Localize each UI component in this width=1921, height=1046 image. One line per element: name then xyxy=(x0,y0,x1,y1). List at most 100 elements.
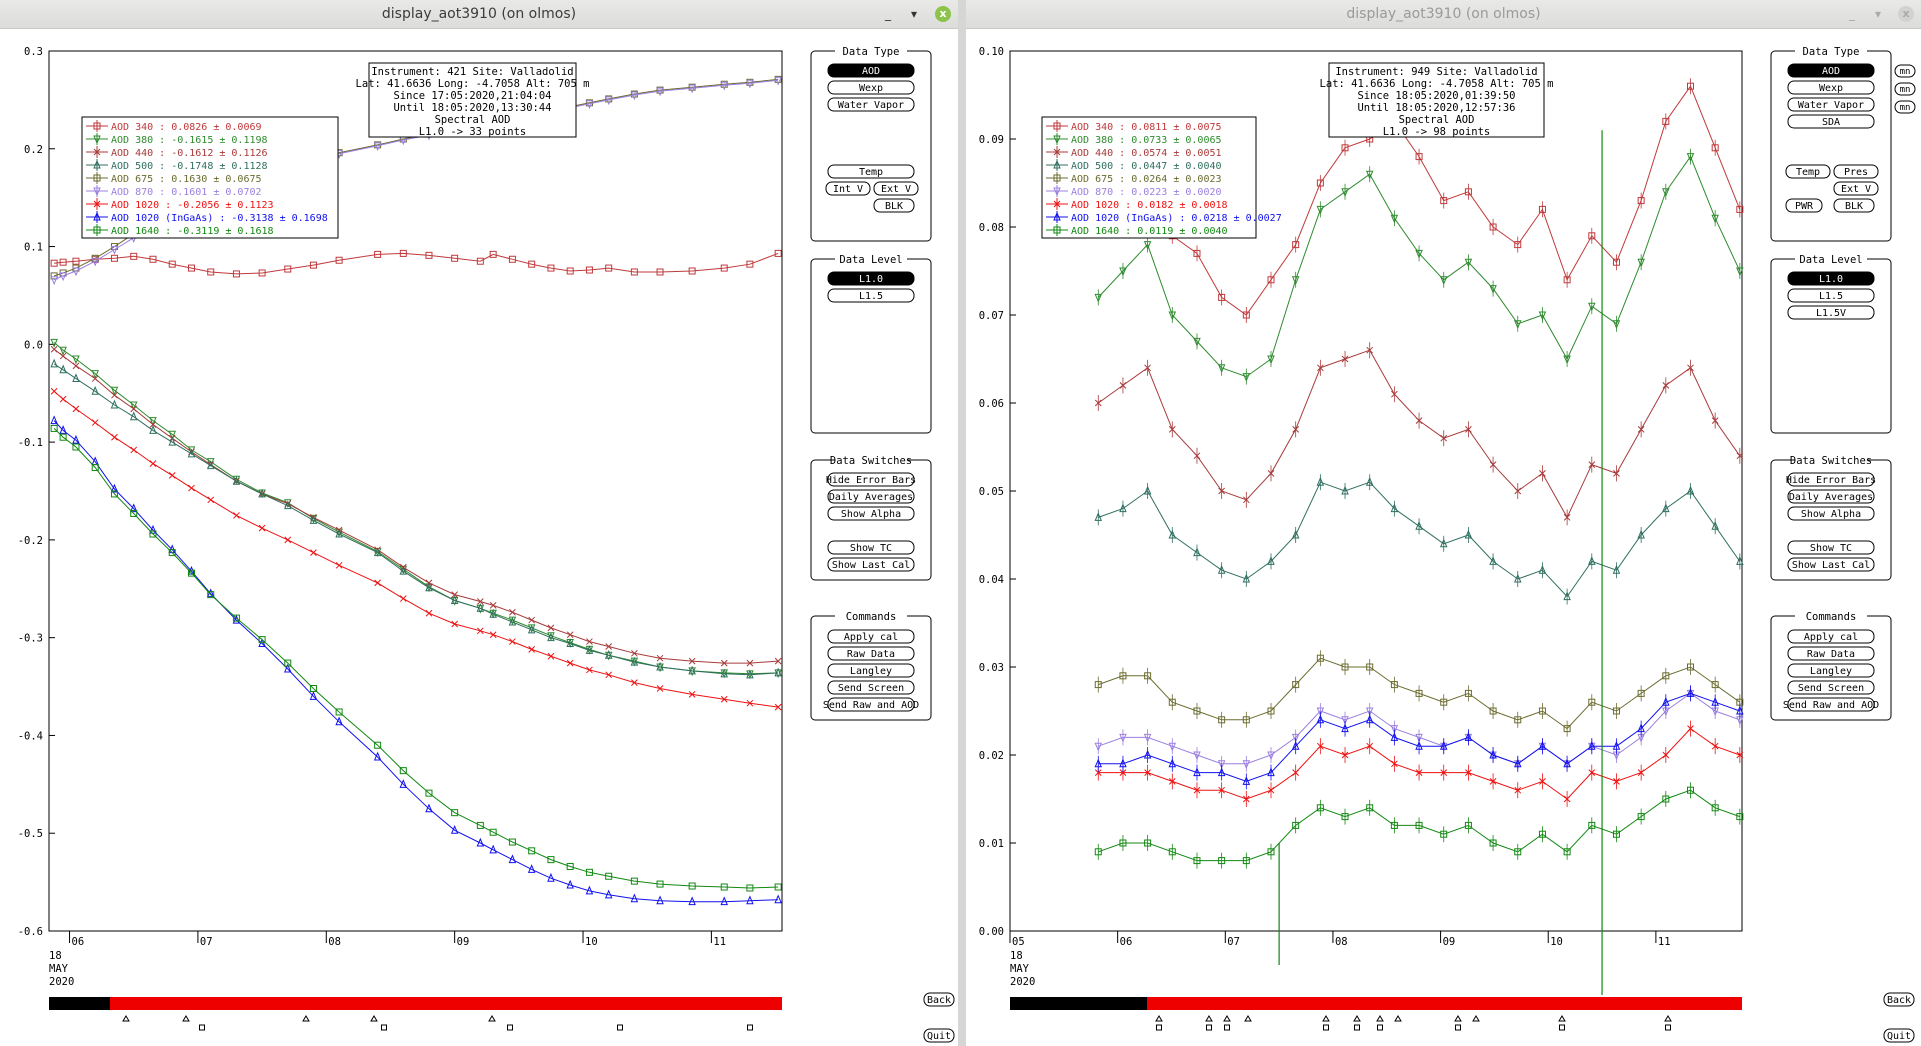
minimize-button[interactable]: _ xyxy=(885,7,891,21)
data-point xyxy=(425,582,433,592)
hide-error-bars-button[interactable] xyxy=(827,472,915,487)
data-point xyxy=(310,549,317,556)
data-point xyxy=(1341,723,1349,733)
back-button[interactable] xyxy=(1883,992,1915,1007)
plot-area: 0.10 0.09 0.08 0.07 0.06 0.05 0.04 0.03 0.02 0.01… xyxy=(979,44,1916,1043)
quit-button[interactable] xyxy=(923,1028,955,1043)
data-point xyxy=(1588,769,1596,776)
data-point xyxy=(605,643,613,650)
data-point xyxy=(1514,320,1522,330)
right-window: display_aot3910 (on olmos) _ ▾ x 0.10 0.0… xyxy=(966,0,1921,1046)
maximize-button[interactable]: ▾ xyxy=(1874,7,1882,21)
data-point xyxy=(1242,311,1250,319)
data-point xyxy=(110,254,118,262)
data-point xyxy=(1538,564,1547,574)
data-point xyxy=(720,81,728,91)
data-point xyxy=(746,79,754,89)
timeline-marker xyxy=(1665,1024,1671,1031)
show-tc-label: Show TC xyxy=(1810,543,1852,554)
quit-button[interactable] xyxy=(1883,1028,1915,1043)
mn-button[interactable] xyxy=(1894,64,1916,78)
show-last-cal-button[interactable] xyxy=(1787,557,1875,572)
data-point xyxy=(566,267,574,275)
send-screen-button[interactable] xyxy=(1787,680,1875,695)
wexp-button[interactable] xyxy=(1787,80,1875,95)
back-button[interactable] xyxy=(923,992,955,1007)
langley-button[interactable] xyxy=(1787,663,1875,678)
show-tc-button[interactable] xyxy=(1787,540,1875,555)
mn-button[interactable] xyxy=(1894,100,1916,114)
data-point xyxy=(1637,197,1645,205)
show-tc-button[interactable] xyxy=(827,540,915,555)
pres-button[interactable] xyxy=(1833,164,1879,179)
close-button[interactable]: x xyxy=(935,6,951,22)
mn-button[interactable] xyxy=(1894,82,1916,96)
data-point xyxy=(774,76,782,86)
send-raw-and-aod-button[interactable] xyxy=(1787,697,1875,712)
raw-data-button[interactable] xyxy=(1787,646,1875,661)
data-point xyxy=(1391,760,1398,768)
l1-5v-button[interactable] xyxy=(1787,305,1875,320)
close-button[interactable]: x xyxy=(1898,6,1914,22)
l1-0-button[interactable] xyxy=(1787,271,1875,286)
send-screen-button[interactable] xyxy=(827,680,915,695)
ext-v-button[interactable] xyxy=(873,181,919,196)
water-vapor-button[interactable] xyxy=(827,97,915,112)
minimize-button[interactable]: _ xyxy=(1849,7,1855,21)
y-tick-label: 0.02 xyxy=(979,750,1004,762)
data-point xyxy=(547,652,555,660)
data-point xyxy=(59,433,67,441)
data-point xyxy=(335,716,343,726)
show-alpha-button[interactable] xyxy=(1787,506,1875,521)
wexp-button[interactable] xyxy=(827,80,915,95)
daily-averages-button[interactable] xyxy=(827,489,915,504)
int-v-button[interactable] xyxy=(825,181,871,196)
temp-button[interactable] xyxy=(827,164,915,179)
ext-v-button[interactable] xyxy=(1833,181,1879,196)
daily-averages-button[interactable] xyxy=(1787,489,1875,504)
raw-data-button[interactable] xyxy=(827,646,915,661)
apply-cal-button[interactable] xyxy=(1787,629,1875,644)
legend-label: AOD 870 : 0.0223 ± 0.0020 xyxy=(1071,187,1222,198)
timeline-measurements xyxy=(1147,997,1742,1010)
l1-5-button[interactable] xyxy=(1787,288,1875,303)
data-point xyxy=(1341,355,1349,363)
data-point xyxy=(1637,258,1645,268)
send-raw-and-aod-button[interactable] xyxy=(827,697,915,712)
data-point xyxy=(1439,538,1448,548)
data-point xyxy=(586,666,593,674)
data-point xyxy=(1686,663,1694,671)
timeline-marker xyxy=(122,1015,130,1022)
l1-0-button[interactable] xyxy=(827,271,915,286)
langley-button[interactable] xyxy=(827,663,915,678)
data-point xyxy=(59,395,67,403)
pwr-button[interactable] xyxy=(1785,198,1823,213)
data-point xyxy=(1612,830,1620,838)
data-point xyxy=(547,632,555,642)
show-alpha-button[interactable] xyxy=(827,506,915,521)
data-point xyxy=(1415,689,1423,697)
aod-button[interactable] xyxy=(1787,63,1875,78)
l1-0-label: L1.0 xyxy=(1819,274,1843,285)
water-vapor-label: Water Vapor xyxy=(1798,100,1864,111)
show-last-cal-button[interactable] xyxy=(827,557,915,572)
data-point xyxy=(1514,573,1522,583)
water-vapor-button[interactable] xyxy=(1787,97,1875,112)
data-point xyxy=(528,260,536,268)
data-point xyxy=(1341,751,1349,759)
temp-button[interactable] xyxy=(1785,164,1831,179)
blk-button[interactable] xyxy=(1833,198,1875,213)
sda-button[interactable] xyxy=(1787,114,1875,129)
data-point xyxy=(1662,382,1670,389)
x-tick-label: 07 xyxy=(200,936,213,948)
apply-cal-button[interactable] xyxy=(827,629,915,644)
hide-error-bars-button[interactable] xyxy=(1787,472,1875,487)
blk-button[interactable] xyxy=(873,198,915,213)
aod-button[interactable] xyxy=(827,63,915,78)
data-point xyxy=(1612,707,1620,715)
l1-5-button[interactable] xyxy=(827,288,915,303)
data-point xyxy=(1218,293,1226,301)
data-point xyxy=(72,257,80,265)
data-point xyxy=(720,659,728,667)
maximize-button[interactable]: ▾ xyxy=(910,7,918,21)
